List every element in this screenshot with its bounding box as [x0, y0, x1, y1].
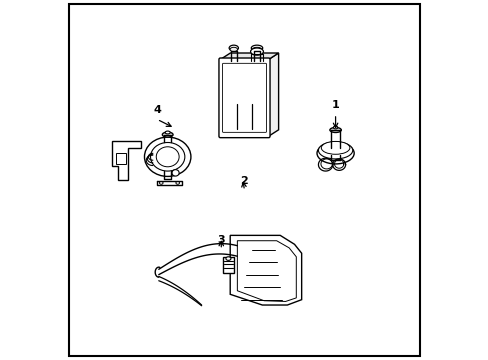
Ellipse shape [252, 47, 261, 51]
Ellipse shape [150, 143, 184, 171]
Ellipse shape [250, 48, 263, 55]
Bar [223, 257, 233, 273]
Ellipse shape [333, 126, 337, 129]
Ellipse shape [162, 132, 173, 137]
Ellipse shape [159, 181, 163, 184]
Ellipse shape [229, 45, 238, 51]
Ellipse shape [172, 170, 179, 176]
FancyBboxPatch shape [222, 63, 266, 132]
Ellipse shape [176, 181, 179, 184]
Ellipse shape [316, 143, 353, 164]
Ellipse shape [156, 147, 179, 167]
Polygon shape [237, 241, 296, 301]
Ellipse shape [321, 141, 349, 154]
FancyBboxPatch shape [219, 58, 269, 138]
Ellipse shape [318, 142, 352, 159]
Text: 2: 2 [240, 176, 248, 186]
Polygon shape [230, 235, 301, 305]
Bar [116, 153, 125, 164]
Text: 4: 4 [153, 105, 161, 115]
Text: 1: 1 [331, 100, 339, 110]
Ellipse shape [251, 45, 262, 51]
Ellipse shape [144, 137, 190, 176]
Polygon shape [220, 53, 278, 59]
Text: 3: 3 [217, 235, 224, 246]
Ellipse shape [165, 131, 170, 134]
Ellipse shape [229, 47, 237, 51]
Ellipse shape [329, 127, 341, 132]
Polygon shape [112, 141, 141, 180]
Polygon shape [268, 53, 278, 136]
Ellipse shape [225, 257, 230, 260]
